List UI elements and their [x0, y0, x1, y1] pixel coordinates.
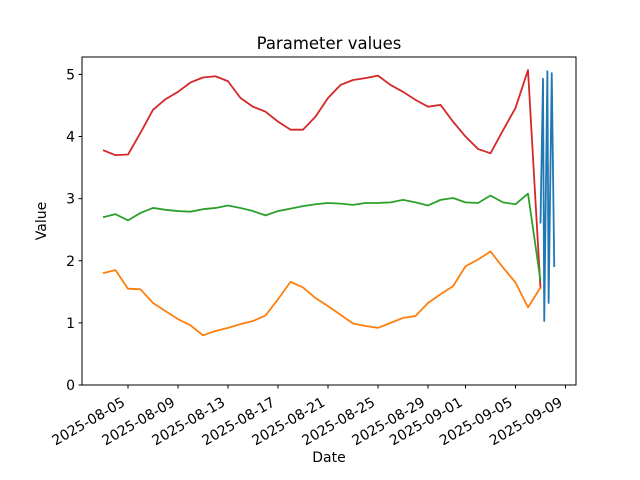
series-red-line [102, 69, 542, 289]
plot-border [81, 56, 577, 386]
y-tick-label: 3 [66, 192, 75, 208]
x-axis-label: Date [312, 450, 345, 466]
plot-area: 0123452025-08-052025-08-092025-08-132025… [50, 56, 577, 449]
y-tick-label: 5 [66, 67, 75, 83]
series-green-line [102, 192, 542, 281]
series-blue-line [539, 70, 556, 322]
series-orange-line [102, 250, 542, 337]
y-tick-label: 0 [66, 378, 75, 394]
y-tick-label: 2 [66, 254, 75, 270]
y-tick-label: 1 [66, 316, 75, 332]
y-axis-label: Value [34, 202, 50, 240]
y-tick-label: 4 [66, 130, 75, 146]
chart-title: Parameter values [257, 34, 402, 53]
